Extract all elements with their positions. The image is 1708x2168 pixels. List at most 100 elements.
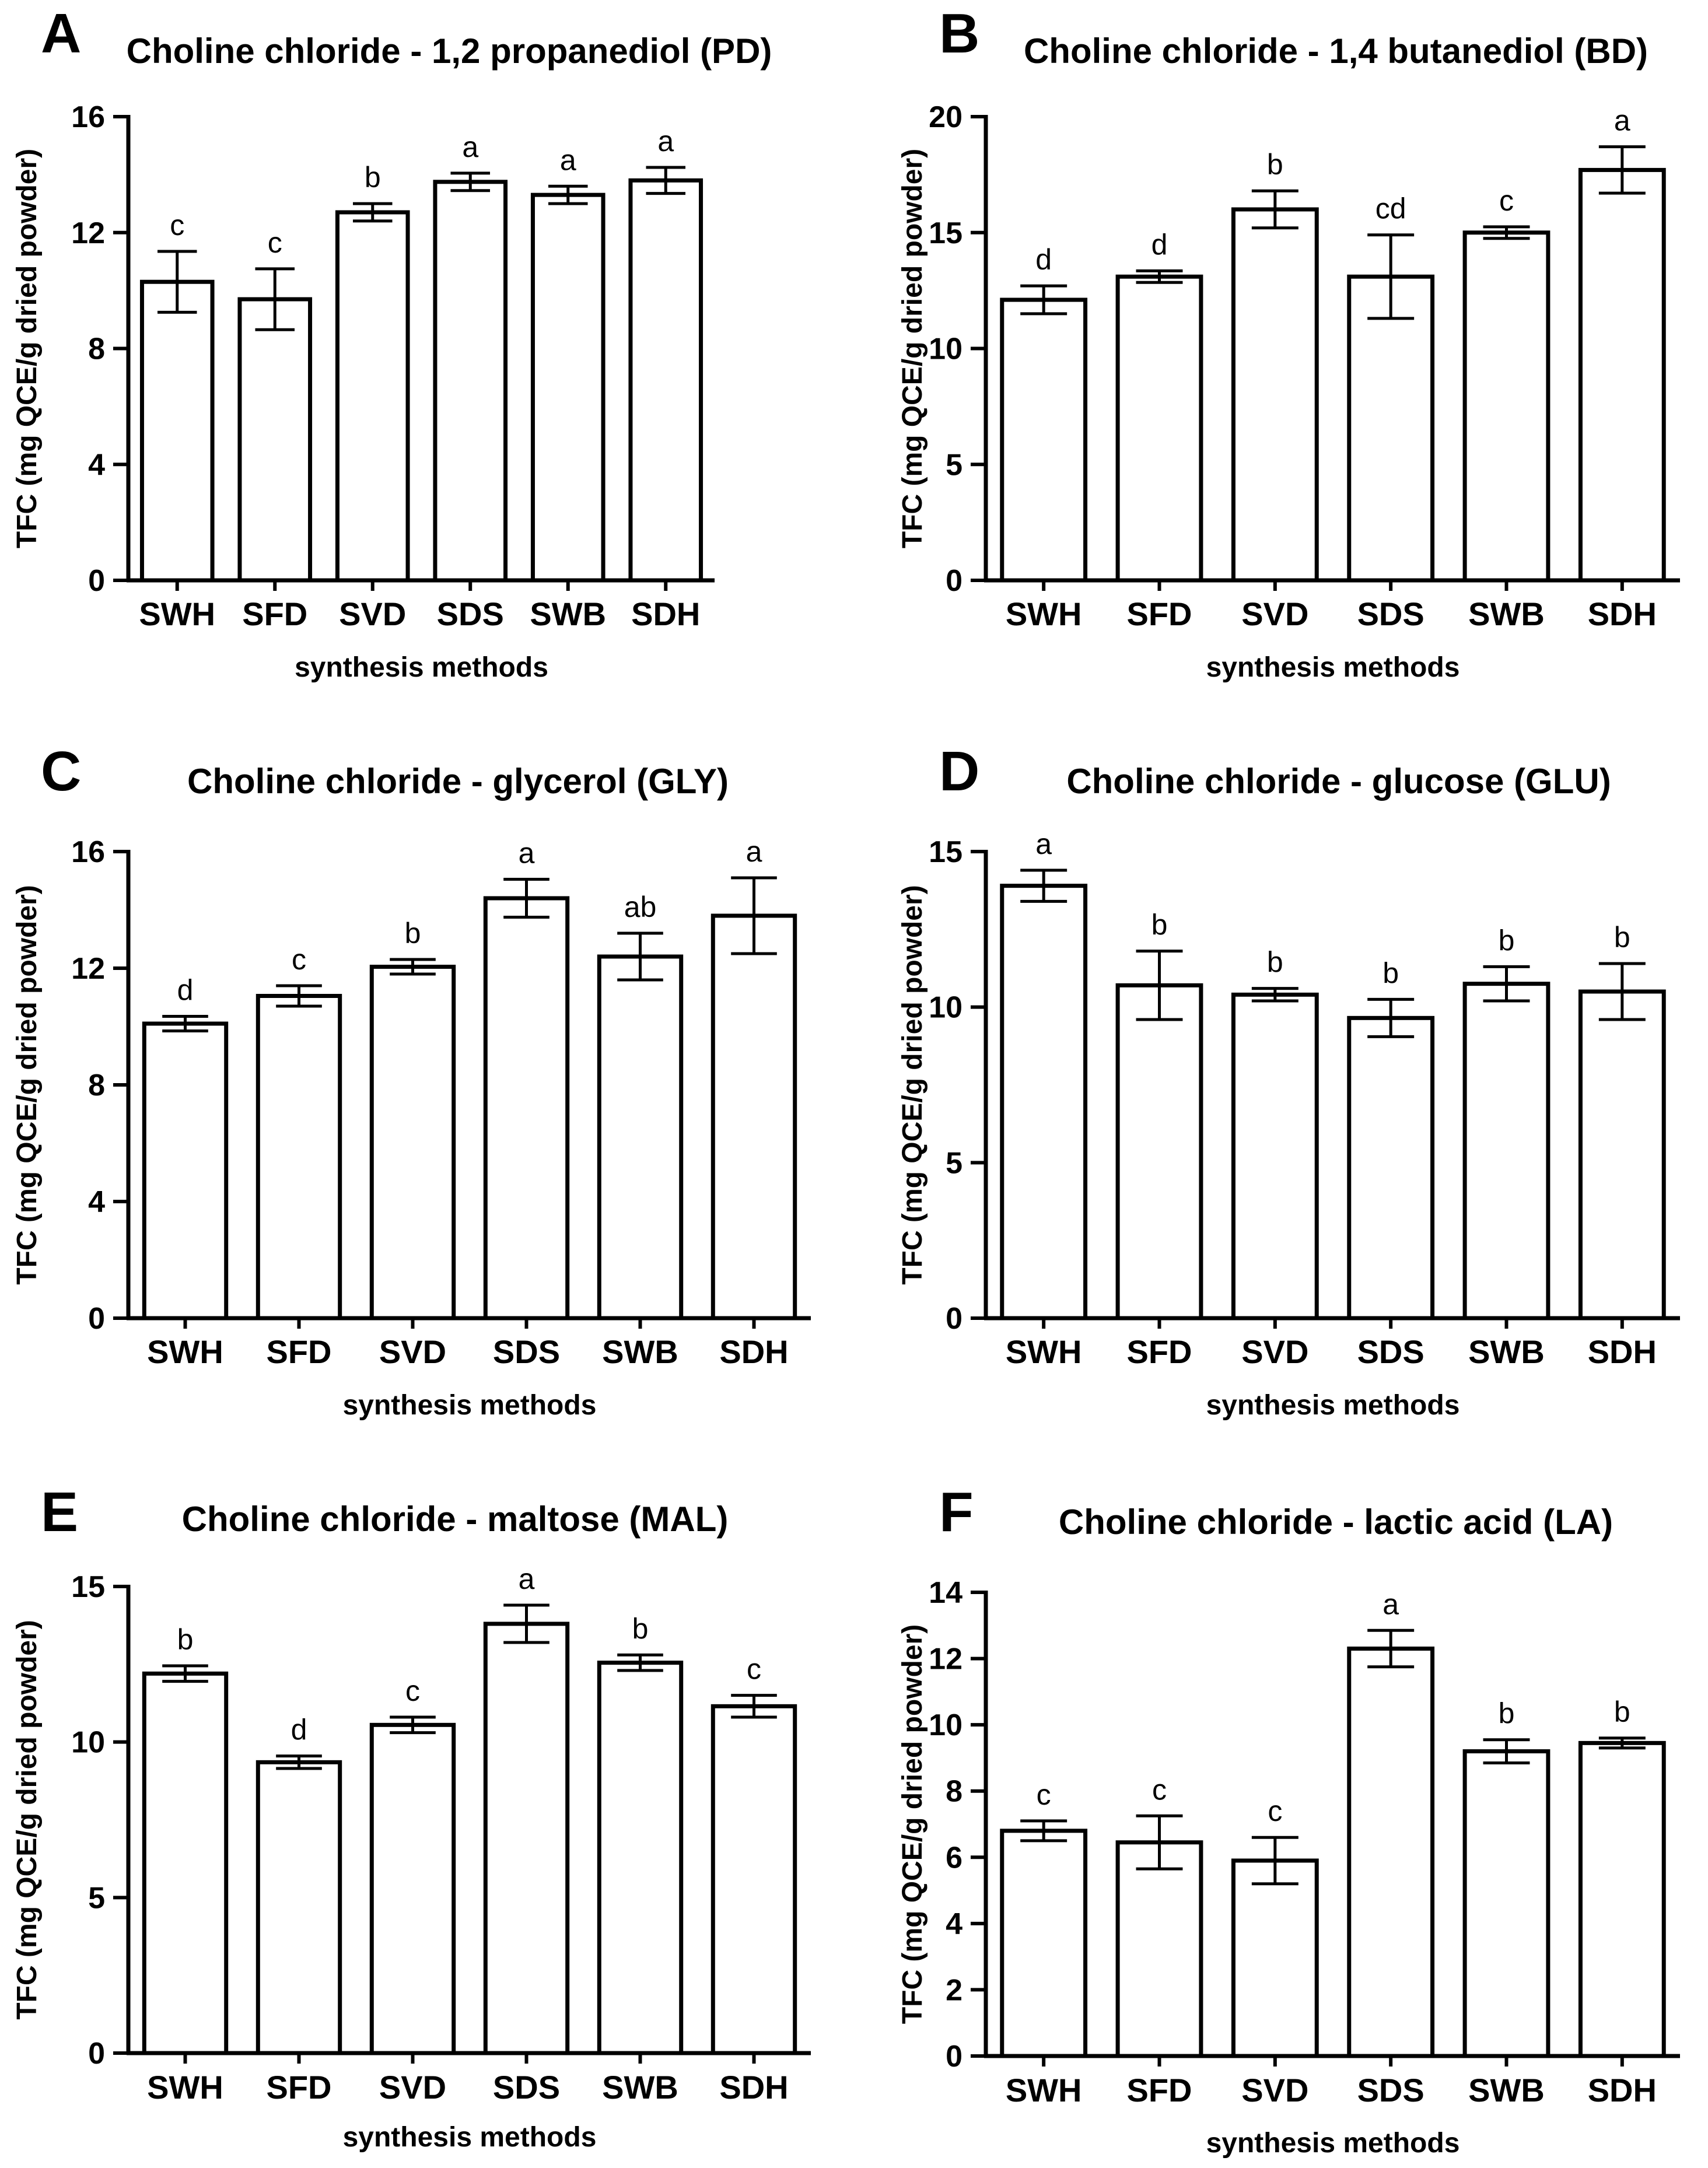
x-tick-label: SDH: [631, 596, 700, 632]
y-tick-label: 0: [88, 2037, 105, 2071]
x-tick-label: SFD: [242, 596, 307, 632]
y-tick-label: 12: [71, 216, 105, 250]
panel-letter: D: [939, 740, 979, 803]
y-tick-label: 0: [946, 564, 963, 598]
significance-letter: b: [632, 1612, 649, 1645]
x-tick-label: SDS: [1357, 1333, 1424, 1370]
bar: [1115, 274, 1203, 583]
bar: [335, 210, 410, 583]
y-tick-label: 5: [946, 448, 963, 482]
bar: [142, 1021, 229, 1321]
bar: [369, 965, 456, 1321]
x-tick-label: SWB: [1468, 1333, 1545, 1370]
significance-letter: a: [1614, 104, 1630, 137]
y-tick-label: 15: [929, 216, 963, 250]
x-tick-label: SWH: [1006, 596, 1082, 632]
x-axis-label: synthesis methods: [343, 2122, 597, 2153]
y-tick-label: 0: [946, 1302, 963, 1336]
bar: [1000, 297, 1088, 583]
y-tick-label: 15: [929, 835, 963, 869]
bar: [1000, 884, 1088, 1321]
bar: [1462, 982, 1550, 1321]
x-tick-label: SVD: [379, 2069, 446, 2106]
chart-panel-e: E Choline chloride - maltose (MAL) b SWH d SF…: [12, 1481, 811, 2153]
x-tick-label: SVD: [1241, 596, 1308, 632]
significance-letter: b: [405, 917, 421, 950]
bar: [1000, 1829, 1088, 2058]
significance-letter: a: [519, 1563, 535, 1595]
x-tick-label: SDH: [1588, 596, 1657, 632]
significance-letter: b: [1614, 921, 1630, 954]
chart-title: Choline chloride - lactic acid (LA): [1059, 1502, 1613, 1542]
x-tick-label: SVD: [1241, 2072, 1308, 2109]
bar: [139, 279, 215, 583]
x-tick-label: SDS: [1357, 596, 1424, 632]
y-axis-label: TFC (mg QCE/g dried powder): [897, 885, 928, 1284]
x-tick-label: SFD: [1127, 2072, 1192, 2109]
x-axis-label: synthesis methods: [1206, 652, 1460, 683]
chart-panel-b: B Choline chloride - 1,4 butanediol (BD) d…: [897, 2, 1680, 683]
y-tick-label: 12: [71, 952, 105, 986]
significance-letter: a: [746, 835, 762, 868]
x-tick-label: SDS: [437, 596, 504, 632]
x-tick-label: SWB: [530, 596, 606, 632]
bar: [433, 180, 508, 583]
chart-title: Choline chloride - 1,2 propanediol (PD): [127, 31, 772, 71]
x-tick-label: SDH: [1588, 1333, 1657, 1370]
x-tick-label: SDS: [493, 1333, 560, 1370]
bar: [1347, 274, 1435, 583]
y-axis-label: TFC (mg QCE/g dried powder): [12, 149, 43, 548]
chart-title: Choline chloride - glycerol (GLY): [187, 762, 729, 801]
y-tick-label: 4: [88, 1185, 105, 1219]
x-axis-label: synthesis methods: [1206, 2128, 1460, 2159]
y-tick-label: 10: [929, 991, 963, 1025]
y-tick-label: 12: [929, 1642, 963, 1676]
bar: [142, 1671, 229, 2055]
chart-panel-c: C Choline chloride - glycerol (GLY) d SWH c S…: [12, 740, 811, 1421]
panel-letter: C: [41, 740, 81, 803]
significance-letter: c: [1152, 1773, 1167, 1806]
chart-panel-d: D Choline chloride - glucose (GLU) a SWH b SF…: [897, 740, 1680, 1421]
x-tick-label: SWH: [1006, 1333, 1082, 1370]
y-tick-label: 20: [929, 100, 963, 134]
x-tick-label: SWB: [1468, 596, 1545, 632]
bar: [1231, 207, 1319, 583]
chart-panel-a: A Choline chloride - 1,2 propanediol (PD)…: [12, 2, 772, 683]
bar: [597, 954, 684, 1321]
bar: [710, 913, 797, 1321]
significance-letter: a: [462, 131, 478, 163]
y-tick-label: 4: [88, 448, 105, 482]
bar: [1578, 1740, 1666, 2058]
bar: [530, 192, 606, 583]
significance-letter: c: [292, 943, 306, 976]
bar: [1347, 1647, 1435, 2058]
y-tick-label: 0: [88, 564, 105, 598]
bar: [1578, 989, 1666, 1321]
significance-letter: b: [1499, 1697, 1515, 1730]
chart-title: Choline chloride - 1,4 butanediol (BD): [1024, 31, 1648, 71]
x-tick-label: SVD: [1241, 1333, 1308, 1370]
bar: [256, 994, 342, 1321]
x-tick-label: SWB: [1468, 2072, 1545, 2109]
significance-letter: ab: [624, 891, 657, 923]
panel-letter: A: [41, 2, 81, 65]
bar: [628, 178, 704, 583]
y-tick-label: 8: [88, 1069, 105, 1102]
significance-letter: a: [1382, 1588, 1399, 1620]
bar: [710, 1704, 797, 2055]
bar: [1578, 167, 1666, 583]
y-tick-label: 5: [946, 1146, 963, 1180]
bar: [1462, 1749, 1550, 2058]
panel-letter: F: [939, 1481, 974, 1543]
bar: [483, 896, 570, 1321]
y-axis-label: TFC (mg QCE/g dried powder): [897, 1624, 928, 2024]
x-tick-label: SFD: [1127, 1333, 1192, 1370]
significance-letter: d: [177, 974, 194, 1007]
y-tick-label: 2: [946, 1973, 963, 2007]
significance-letter: c: [1499, 184, 1514, 217]
significance-letter: b: [1499, 924, 1515, 957]
x-tick-label: SWH: [147, 1333, 223, 1370]
significance-letter: d: [1035, 243, 1052, 276]
significance-letter: a: [519, 837, 535, 870]
significance-letter: d: [1152, 228, 1168, 261]
